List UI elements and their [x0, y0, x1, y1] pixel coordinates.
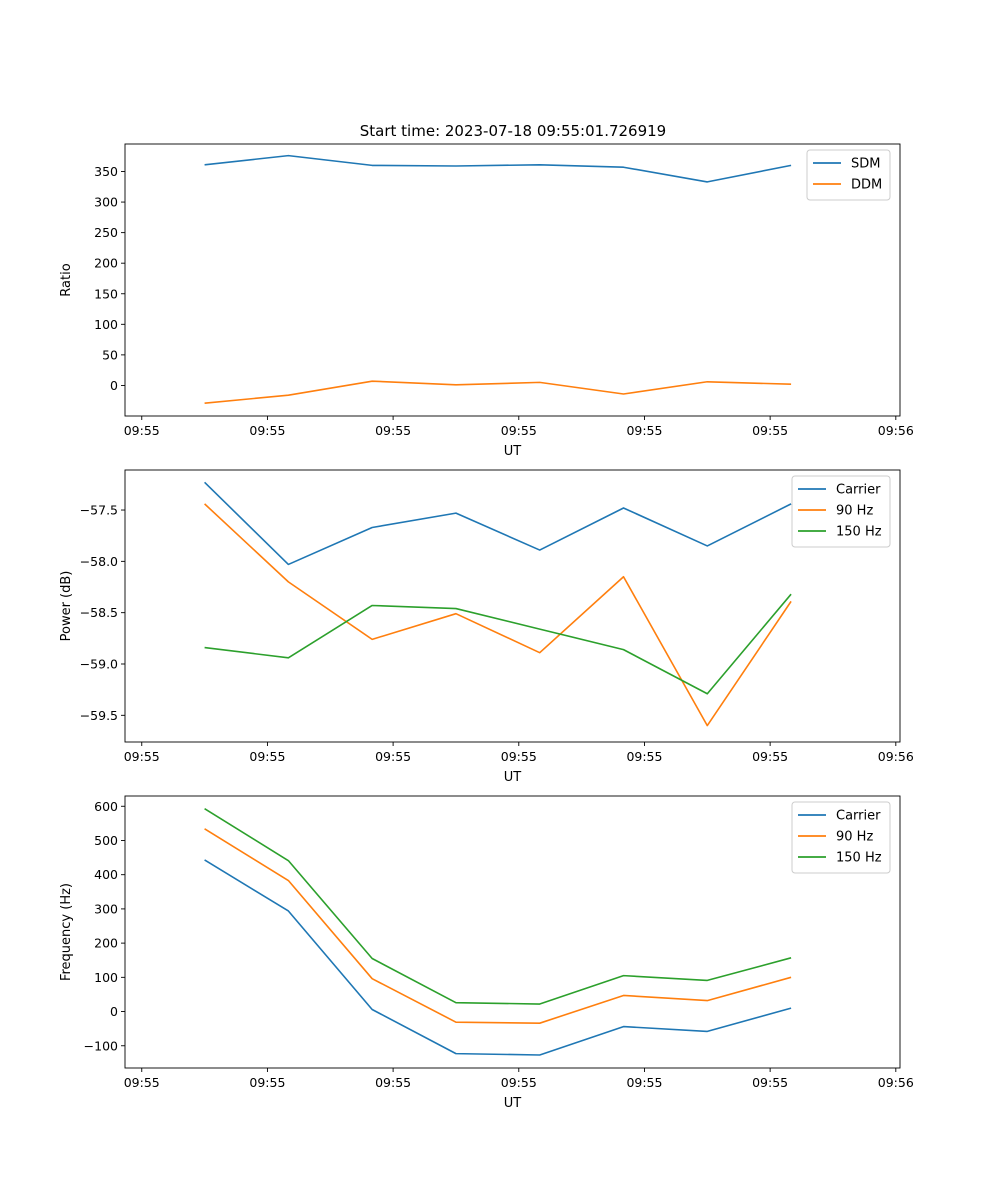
y-tick-label: −100 — [84, 1038, 118, 1053]
x-tick-label: 09:56 — [878, 1075, 914, 1090]
legend: SDM DDM — [806, 149, 891, 201]
legend-label: Carrier — [836, 809, 881, 824]
x-axis-label: UT — [504, 770, 522, 785]
y-tick-label: 250 — [94, 225, 118, 240]
x-tick-label: 09:55 — [626, 1075, 662, 1090]
series-line-150-hz — [204, 593, 792, 695]
y-tick-label: −59.5 — [80, 708, 118, 723]
y-tick-label: 50 — [102, 347, 118, 362]
x-tick-label: 09:55 — [752, 749, 788, 764]
y-tick-label: 100 — [94, 317, 118, 332]
x-tick-label: 09:55 — [501, 749, 537, 764]
y-axis-label: Frequency (Hz) — [59, 883, 74, 981]
series-line-carrier — [204, 859, 792, 1056]
y-tick-label: 200 — [94, 256, 118, 271]
y-axis-label: Power (dB) — [59, 571, 74, 642]
legend-label: 90 Hz — [836, 830, 873, 845]
y-tick-label: −58.5 — [80, 605, 118, 620]
series-line-carrier — [204, 481, 792, 566]
series-line-ddm — [204, 380, 792, 404]
subplot-3: 09:55 09:55 09:55 09:55 09:55 09:55 09:56 −100 0… — [59, 795, 914, 1111]
legend-frame — [791, 801, 891, 874]
y-tick-label: 200 — [94, 936, 118, 951]
subplot-2: 09:55 09:55 09:55 09:55 09:55 09:55 09:56 −59.5… — [59, 469, 914, 785]
x-tick-label: 09:55 — [249, 1075, 285, 1090]
x-tick-label: 09:56 — [878, 749, 914, 764]
y-tick-label: 600 — [94, 799, 118, 814]
subplot-1: 09:55 09:55 09:55 09:55 09:55 09:55 09:56 0 50 10… — [59, 143, 914, 459]
series-line-150-hz — [204, 807, 792, 1005]
x-tick-label: 09:55 — [375, 423, 411, 438]
y-tick-label: 400 — [94, 867, 118, 882]
figure-title: Start time: 2023-07-18 09:55:01.726919 — [360, 122, 666, 140]
y-tick-label: −58.0 — [80, 554, 118, 569]
x-tick-label: 09:55 — [752, 423, 788, 438]
x-tick-label: 09:55 — [249, 749, 285, 764]
y-tick-label: −57.5 — [80, 503, 118, 518]
y-axis-label: Ratio — [59, 263, 74, 296]
x-tick-label: 09:55 — [375, 749, 411, 764]
y-tick-label: 300 — [94, 195, 118, 210]
x-tick-label: 09:55 — [124, 749, 160, 764]
y-tick-label: 300 — [94, 901, 118, 916]
y-tick-label: 100 — [94, 970, 118, 985]
x-tick-label: 09:55 — [626, 749, 662, 764]
x-tick-label: 09:55 — [375, 1075, 411, 1090]
legend-frame — [791, 475, 891, 548]
subplots: 09:55 09:55 09:55 09:55 09:55 09:55 09:56 0 50 10… — [59, 143, 914, 1111]
legend-label: SDM — [851, 157, 880, 172]
axes-frame — [124, 143, 901, 417]
x-tick-label: 09:55 — [249, 423, 285, 438]
legend: Carrier 90 Hz 150 Hz — [791, 475, 891, 548]
x-axis-label: UT — [504, 444, 522, 459]
legend-label: DDM — [851, 178, 882, 193]
y-tick-label: 350 — [94, 164, 118, 179]
legend-label: 90 Hz — [836, 504, 873, 519]
y-tick-label: −59.0 — [80, 656, 118, 671]
legend-label: 150 Hz — [836, 851, 882, 866]
x-axis-label: UT — [504, 1096, 522, 1111]
series-line-90-hz — [204, 828, 792, 1024]
legend: Carrier 90 Hz 150 Hz — [791, 801, 891, 874]
x-tick-label: 09:55 — [752, 1075, 788, 1090]
x-tick-label: 09:55 — [501, 423, 537, 438]
x-tick-label: 09:56 — [878, 423, 914, 438]
legend-label: 150 Hz — [836, 525, 882, 540]
y-tick-label: 500 — [94, 833, 118, 848]
series-line-90-hz — [204, 503, 792, 727]
x-tick-label: 09:55 — [626, 423, 662, 438]
x-tick-label: 09:55 — [124, 423, 160, 438]
x-tick-label: 09:55 — [501, 1075, 537, 1090]
x-tick-label: 09:55 — [124, 1075, 160, 1090]
series-line-sdm — [204, 154, 792, 183]
y-tick-label: 150 — [94, 286, 118, 301]
axes-frame — [124, 469, 901, 743]
axes-frame — [124, 795, 901, 1069]
legend-label: Carrier — [836, 483, 881, 498]
y-tick-label: 0 — [110, 1004, 118, 1019]
y-tick-label: 0 — [110, 378, 118, 393]
